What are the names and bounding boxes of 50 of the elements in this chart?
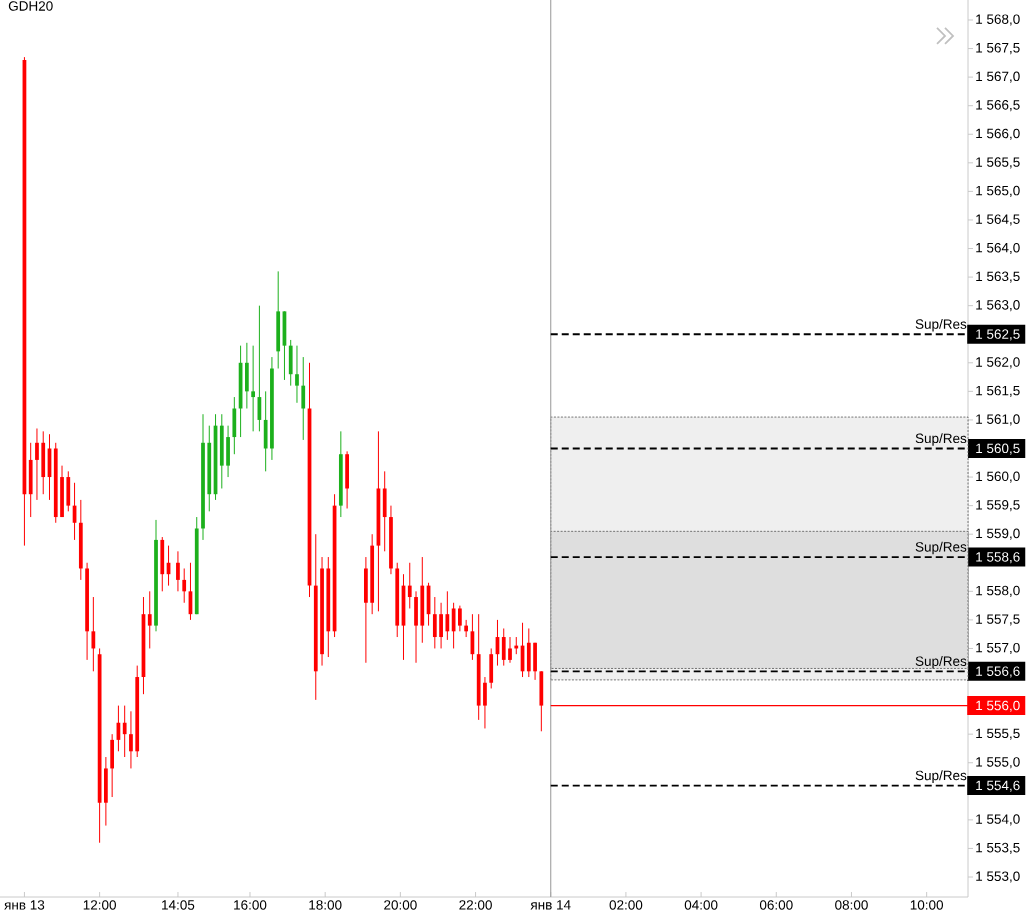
y-tick-label: 1 559,0 (976, 528, 1020, 540)
y-tick-label: 1 558,6 (976, 552, 1020, 564)
y-tick-label: 1 554,6 (976, 780, 1020, 792)
x-tick-label: 12:00 (83, 900, 116, 910)
y-tick-label: 1 553,0 (976, 871, 1020, 883)
x-tick-label: 18:00 (309, 900, 342, 910)
y-tick-label: 1 556,6 (976, 666, 1020, 678)
y-tick-label: 1 565,0 (976, 185, 1020, 197)
chart-title: GDH20 (8, 1, 53, 11)
y-tick-label: 1 566,0 (976, 128, 1020, 140)
x-tick-label: янв 14 (530, 900, 571, 910)
y-tick-label: 1 562,0 (976, 357, 1020, 369)
ref-line-label: Sup/Res (915, 318, 967, 332)
x-tick-label: 14:05 (162, 900, 195, 910)
x-tick-label: 06:00 (759, 900, 793, 910)
x-tick-label: 20:00 (384, 900, 417, 910)
y-tick-label: 1 567,5 (976, 42, 1020, 55)
y-tick-label: 1 564,5 (976, 214, 1020, 226)
x-tick-label: 02:00 (609, 900, 643, 910)
y-tick-label: 1 566,5 (976, 100, 1020, 112)
y-tick-label: 1 556,0 (976, 700, 1020, 712)
y-tick-label: 1 555,0 (976, 757, 1020, 769)
y-tick-label: 1 565,5 (976, 157, 1020, 169)
y-tick-label: 1 553,5 (976, 842, 1020, 855)
x-tick-label: 04:00 (684, 900, 718, 910)
y-tick-label: 1 557,0 (976, 642, 1020, 655)
ref-line-label: Sup/Res (915, 656, 967, 669)
x-tick-label: 10:00 (910, 900, 944, 910)
y-tick-label: 1 554,0 (976, 814, 1020, 826)
x-tick-label: 16:00 (234, 900, 267, 910)
y-tick-label: 1 562,5 (976, 329, 1020, 341)
y-tick-label: 1 558,0 (976, 585, 1020, 597)
y-tick-label: 1 557,5 (976, 614, 1020, 626)
ref-line-label: Sup/Res (915, 541, 967, 555)
y-tick-label: 1 564,0 (976, 242, 1020, 255)
y-tick-label: 1 563,5 (976, 271, 1020, 283)
y-tick-label: 1 561,0 (976, 414, 1020, 426)
y-tick-label: 1 560,5 (976, 443, 1020, 455)
x-tick-label: 08:00 (835, 900, 868, 910)
y-tick-label: 1 560,0 (976, 471, 1020, 483)
x-tick-label: 22:00 (459, 900, 492, 910)
y-tick-label: 1 567,0 (976, 71, 1020, 83)
ref-line-label: Sup/Res (915, 770, 967, 783)
y-tick-label: 1 555,5 (976, 728, 1020, 740)
y-tick-label: 1 563,0 (976, 300, 1020, 312)
y-tick-label: 1 561,5 (976, 385, 1020, 397)
x-tick-label: янв 13 (4, 900, 45, 910)
ref-line-label: Sup/Res (915, 433, 967, 446)
y-tick-label: 1 559,5 (976, 500, 1020, 512)
y-tick-label: 1 568,0 (976, 14, 1020, 26)
